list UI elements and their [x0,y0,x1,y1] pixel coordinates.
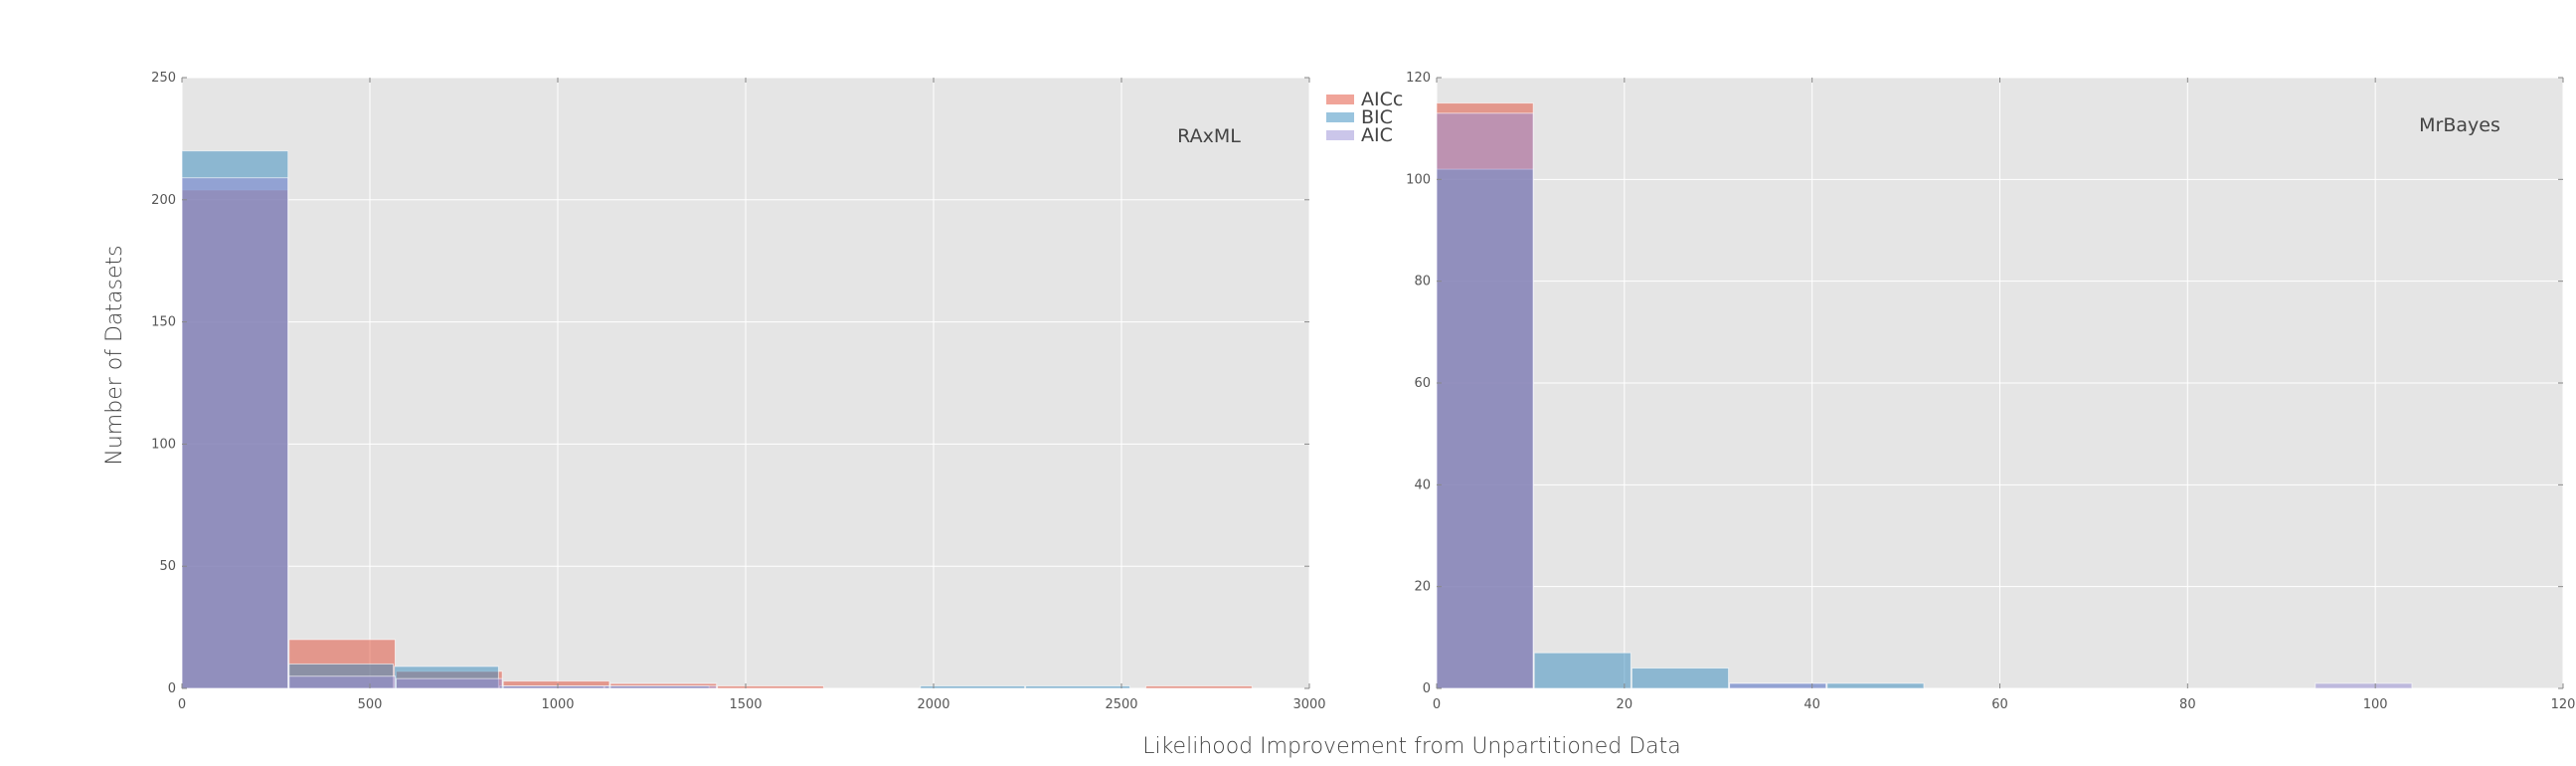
y-tick-label: 50 [159,559,176,574]
y-tick-label: 40 [1414,478,1431,492]
x-tick-label: 0 [1433,697,1441,712]
bar-mrbayes-bic [1826,682,1925,689]
x-tick-label: 500 [358,697,383,712]
y-tick-label: 150 [151,315,176,330]
panel-raxml: 0 500 1000 1500 2000 2500 3000 0 50 100 150 200 250 R… [151,71,1325,712]
legend-swatch-bic [1326,112,1354,122]
panel-label-mrbayes: MrBayes [2419,114,2500,136]
x-tick-label: 2000 [917,697,949,712]
panel-label-raxml: RAxML [1177,125,1241,147]
x-tick-label: 60 [1991,697,2008,712]
x-tick-label: 80 [2179,697,2196,712]
x-tick-label: 120 [2551,697,2576,712]
y-tick-label: 100 [151,437,176,452]
y-tick-label: 80 [1414,275,1431,289]
bar-mrbayes-bic [1631,668,1730,689]
y-axis-title: Number of Datasets [102,245,127,465]
legend-label-aicc: AICc [1361,89,1403,110]
legend-swatch-aic [1326,130,1354,140]
bar-raxml-aic [181,177,289,689]
legend-label-aic: AIC [1361,124,1393,146]
legend-label-bic: BIC [1361,106,1393,128]
x-tick-label: 1000 [541,697,574,712]
bar-raxml-bic [920,685,1026,689]
y-tick-label: 120 [1406,71,1431,86]
bar-raxml-aic [502,685,610,689]
x-tick-label: 2500 [1105,697,1137,712]
bar-raxml-bic [1025,685,1130,689]
y-tick-label: 20 [1414,580,1431,595]
x-tick-label: 100 [2363,697,2388,712]
y-tick-label: 0 [1423,681,1431,696]
x-tick-label: 0 [178,697,186,712]
bar-raxml-aicc [717,685,824,689]
bar-raxml-aic [288,675,396,689]
x-axis-title: Likelihood Improvement from Unpartitione… [1142,734,1681,759]
y-tick-label: 200 [151,193,176,208]
x-tick-label: 3000 [1292,697,1325,712]
bar-raxml-aic [395,677,503,689]
y-tick-label: 250 [151,71,176,86]
y-tick-label: 0 [168,681,176,696]
bar-mrbayes-aic [1436,112,1534,689]
x-tick-label: 1500 [729,697,762,712]
bar-raxml-aic [609,685,718,689]
y-tick-label: 60 [1414,376,1431,391]
bar-mrbayes-aic [2315,682,2413,689]
x-tick-label: 40 [1803,697,1820,712]
bar-raxml-aicc [1145,685,1253,689]
bar-mrbayes-bic [1533,652,1631,689]
bar-mrbayes-aic [1729,682,1827,689]
panel-mrbayes: 0 20 40 60 80 100 120 0 20 40 60 80 100 120 MrBayes [1406,71,2575,712]
x-tick-label: 20 [1617,697,1633,712]
legend-swatch-aicc [1326,95,1354,104]
y-tick-label: 100 [1406,172,1431,187]
